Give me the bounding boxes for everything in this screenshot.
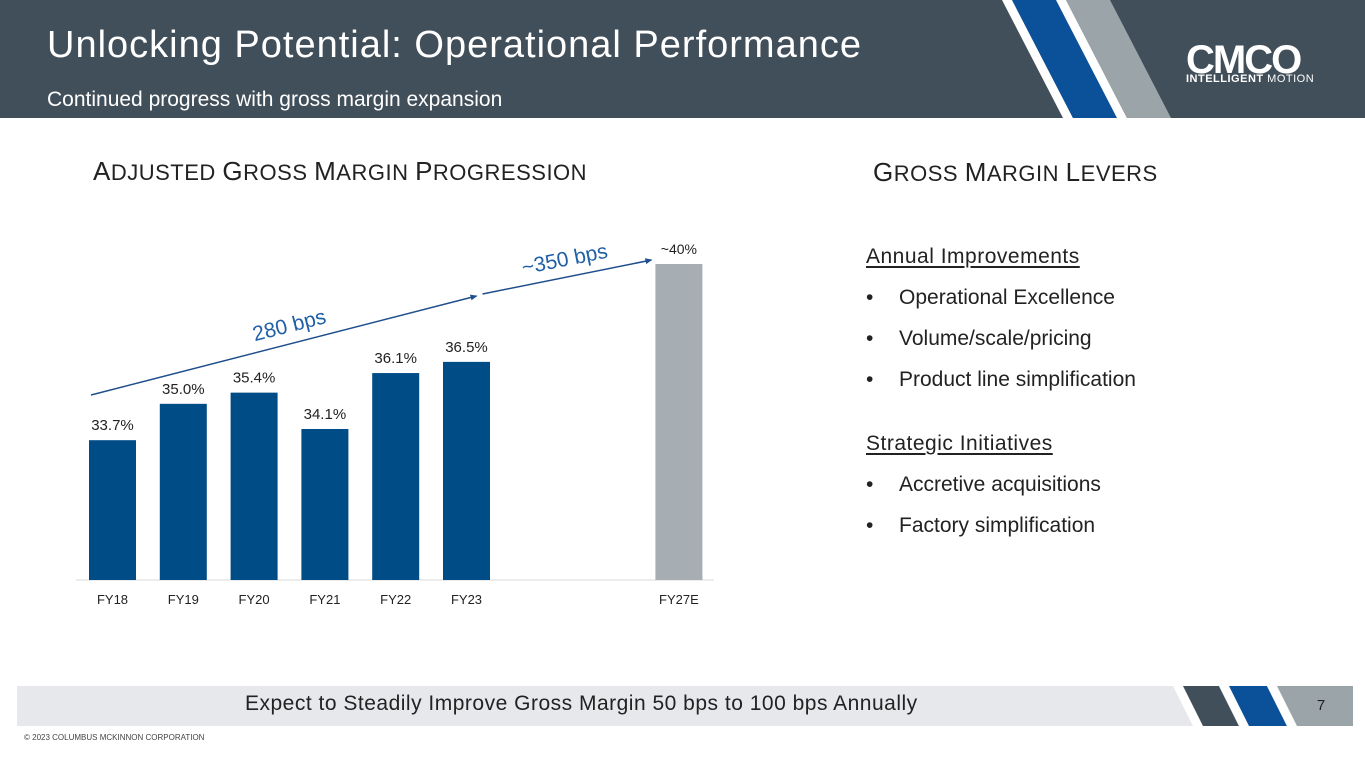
title-rest: ROGRESSION (432, 160, 588, 185)
lever-heading-strategic: Strategic Initiatives (866, 432, 1053, 455)
tick-label-fy20: FY20 (239, 592, 270, 607)
title-cap: A (93, 156, 111, 186)
bullet-icon: • (866, 473, 874, 496)
levers-section-title: GROSS MARGIN LEVERS (873, 157, 1158, 188)
title-cap: P (415, 156, 433, 186)
title-cap: L (1065, 157, 1081, 187)
footer-stripes (1173, 686, 1353, 726)
bullet-icon: • (866, 327, 874, 350)
header-stripe-gray (1066, 0, 1171, 118)
trend-arrow-actual (90, 294, 478, 396)
tick-label-fy22: FY22 (380, 592, 411, 607)
bullet-icon: • (866, 286, 874, 309)
footer-stripe-white-2 (1219, 686, 1249, 726)
footer-bar (17, 686, 1353, 726)
header-stripes (1002, 0, 1171, 118)
data-label-fy27e: ~40% (661, 241, 697, 257)
lever-group-strategic: Strategic Initiatives • Accretive acquisi… (866, 432, 1286, 538)
page-title: Unlocking Potential: Operational Perform… (47, 24, 862, 66)
title-rest: DJUSTED (110, 160, 223, 185)
bar-fy21 (301, 428, 349, 580)
data-label-fy20: 35.4% (233, 370, 276, 387)
page-subtitle: Continued progress with gross margin exp… (47, 88, 503, 111)
list-item: • Product line simplification (866, 368, 1286, 392)
copyright-notice: © 2023 COLUMBUS MCKINNON CORPORATION (24, 733, 205, 742)
footer-stripe-blue (1229, 686, 1287, 726)
footer-stripe-dark (1183, 686, 1239, 726)
footer-stripe-white-3 (1267, 686, 1297, 726)
tick-label-fy27e: FY27E (659, 592, 699, 607)
title-rest: ARGIN (336, 160, 416, 185)
data-label-fy23: 36.5% (445, 339, 488, 356)
title-cap: M (964, 157, 987, 187)
title-rest: ROSS (893, 161, 965, 186)
list-item-label: Product line simplification (899, 368, 1136, 391)
tick-label-fy23: FY23 (451, 592, 482, 607)
footer-stripe-white (1173, 686, 1203, 726)
list-item: • Factory simplification (866, 514, 1286, 538)
bar-fy27e (655, 264, 703, 580)
lever-group-annual: Annual Improvements • Operational Excelle… (866, 245, 1286, 392)
list-item: • Accretive acquisitions (866, 473, 1286, 497)
annotation-350-bps: ~350 bps (520, 240, 610, 280)
logo-tagline-rest: MOTION (1267, 73, 1315, 85)
bar-fy20 (230, 392, 278, 580)
lever-heading-annual: Annual Improvements (866, 245, 1080, 268)
data-label-fy22: 36.1% (374, 350, 417, 367)
footer-message: Expect to Steadily Improve Gross Margin … (245, 692, 918, 715)
list-item-label: Factory simplification (899, 514, 1096, 537)
header-banner: Unlocking Potential: Operational Perform… (0, 0, 1365, 118)
data-label-fy18: 33.7% (91, 417, 134, 434)
logo-text: CMCO (1186, 38, 1301, 82)
header-stripe-blue (1012, 0, 1117, 118)
bullet-icon: • (866, 368, 874, 391)
list-item-label: Operational Excellence (899, 286, 1115, 309)
tick-label-fy21: FY21 (309, 592, 340, 607)
gross-margin-chart: 33.7% FY18 35.0% FY19 35.4% FY20 34.1% FY21 36.1… (76, 240, 714, 607)
title-rest: ARGIN (986, 161, 1066, 186)
chart-section-title: ADJUSTED GROSS MARGIN PROGRESSION (93, 156, 587, 187)
annotation-280-bps: 280 bps (250, 305, 328, 346)
bar-fy22 (372, 373, 420, 580)
bar-fy23 (443, 361, 490, 580)
title-rest: EVERS (1080, 161, 1158, 186)
data-label-fy21: 34.1% (304, 406, 347, 423)
title-cap: G (222, 156, 244, 186)
bar-fy19 (159, 403, 207, 580)
tick-label-fy18: FY18 (97, 592, 128, 607)
list-item-label: Volume/scale/pricing (899, 327, 1092, 350)
logo-tagline: INTELLIGENT MOTION (1186, 73, 1314, 85)
trend-arrow-estimate (482, 258, 653, 295)
company-logo: CMCO (1186, 38, 1303, 82)
header-stripe-white (1002, 0, 1073, 118)
header-stripe-white-2 (1056, 0, 1127, 118)
list-item: • Operational Excellence (866, 286, 1286, 310)
page-number: 7 (1316, 697, 1326, 714)
tick-label-fy19: FY19 (168, 592, 199, 607)
list-item-label: Accretive acquisitions (899, 473, 1101, 496)
footer-stripe-gray (1277, 686, 1353, 726)
title-cap: G (873, 157, 894, 187)
title-cap: M (314, 156, 337, 186)
levers-list: Annual Improvements • Operational Excelle… (866, 245, 1286, 538)
logo-tagline-bold: INTELLIGENT (1186, 73, 1264, 85)
bullet-icon: • (866, 514, 874, 537)
bar-fy18 (89, 440, 136, 580)
data-label-fy19: 35.0% (162, 381, 205, 398)
title-rest: ROSS (243, 160, 315, 185)
list-item: • Volume/scale/pricing (866, 327, 1286, 351)
